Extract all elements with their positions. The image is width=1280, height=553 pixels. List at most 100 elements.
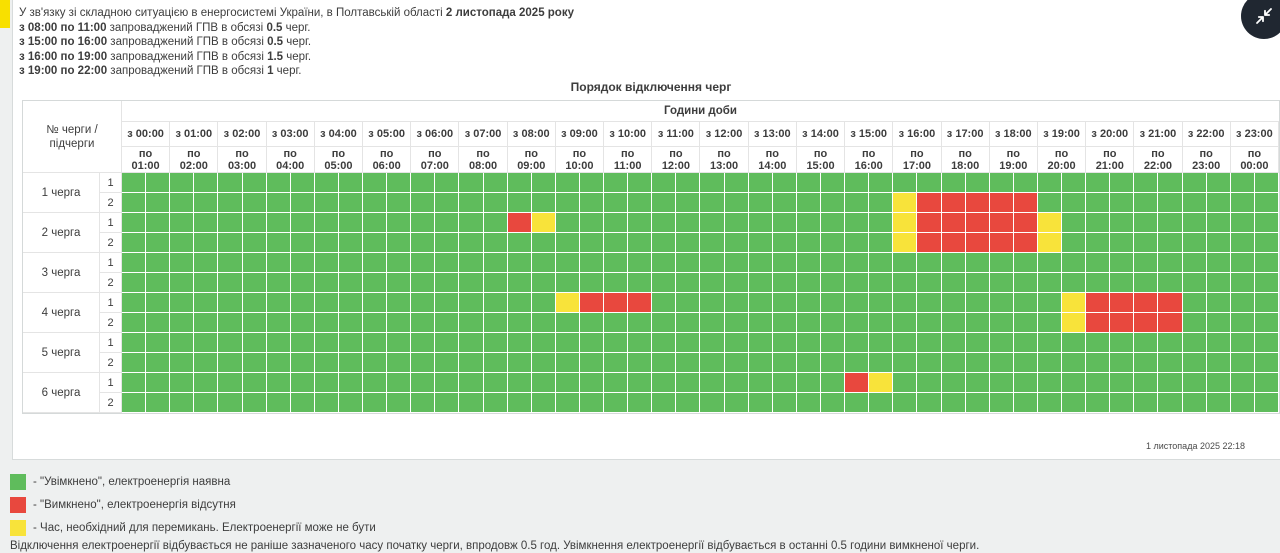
schedule-cell	[411, 373, 436, 393]
schedule-cell	[917, 313, 942, 333]
schedule-cell	[1254, 293, 1279, 313]
schedule-cell	[917, 193, 942, 213]
hour-from-cell: з 00:00	[122, 122, 171, 147]
schedule-cell	[1206, 253, 1231, 273]
subqueue-cell: 1	[100, 293, 122, 313]
schedule-cell	[724, 213, 749, 233]
schedule-cell	[1206, 293, 1231, 313]
schedule-cell	[507, 293, 532, 313]
hour-from-cell: з 18:00	[989, 122, 1038, 147]
schedule-cell	[700, 193, 725, 213]
schedule-cell	[796, 193, 822, 213]
schedule-cell	[507, 373, 532, 393]
schedule-cell	[242, 393, 267, 413]
schedule-cell	[1158, 273, 1183, 293]
schedule-cell	[1206, 173, 1231, 193]
schedule-cell	[941, 393, 966, 413]
hour-to-cell: по 16:00	[845, 147, 894, 173]
schedule-cell	[941, 173, 966, 193]
schedule-cell	[314, 233, 339, 253]
schedule-cell	[845, 393, 870, 413]
schedule-cell	[314, 293, 339, 313]
info-line: з 08:00 по 11:00 запроваджений ГПВ в обс…	[19, 21, 311, 34]
schedule-cell	[748, 393, 773, 413]
schedule-cell	[869, 233, 894, 253]
schedule-cell	[796, 273, 822, 293]
schedule-cell	[266, 213, 291, 233]
schedule-cell	[772, 293, 797, 313]
schedule-cell	[796, 173, 822, 193]
schedule-cell	[1110, 173, 1135, 193]
hour-from-cell: з 09:00	[555, 122, 605, 147]
schedule-cell	[242, 313, 267, 333]
schedule-cell	[218, 373, 243, 393]
schedule-cell	[146, 253, 171, 273]
schedule-cell	[1206, 273, 1231, 293]
schedule-cell	[507, 233, 532, 253]
schedule-cell	[772, 373, 797, 393]
schedule-cell	[989, 393, 1014, 413]
schedule-cell	[893, 333, 918, 353]
schedule-cell	[893, 393, 918, 413]
schedule-cell	[146, 373, 171, 393]
schedule-cell	[772, 313, 797, 333]
schedule-cell	[363, 213, 388, 233]
schedule-cell	[652, 273, 677, 293]
schedule-cell	[146, 173, 171, 193]
schedule-cell	[1230, 293, 1255, 313]
schedule-cell	[194, 253, 219, 273]
subqueue-cell: 2	[100, 353, 122, 373]
schedule-cell	[338, 313, 364, 333]
schedule-cell	[290, 313, 315, 333]
schedule-cell	[1086, 393, 1111, 413]
schedule-cell	[122, 253, 147, 273]
schedule-cell	[724, 173, 749, 193]
schedule-cell	[1134, 253, 1159, 273]
schedule-cell	[555, 253, 580, 273]
schedule-cell	[363, 333, 388, 353]
schedule-cell	[483, 253, 508, 273]
schedule-cell	[845, 353, 870, 373]
schedule-cell	[1182, 353, 1207, 373]
schedule-cell	[483, 393, 508, 413]
schedule-cell	[459, 373, 484, 393]
schedule-cell	[1062, 393, 1087, 413]
schedule-cell	[1013, 213, 1038, 233]
hour-from-cell: з 03:00	[266, 122, 315, 147]
schedule-cell	[1110, 273, 1135, 293]
schedule-cell	[314, 273, 339, 293]
schedule-cell	[1037, 293, 1063, 313]
schedule-cell	[965, 333, 990, 353]
schedule-cell	[941, 273, 966, 293]
schedule-cell	[724, 293, 749, 313]
collapse-button[interactable]	[1241, 0, 1280, 39]
queue-label-cell: 5 черга	[23, 333, 100, 373]
generated-timestamp: 1 листопада 2025 22:18	[1146, 441, 1245, 451]
schedule-cell	[917, 333, 942, 353]
schedule-cell	[363, 393, 388, 413]
schedule-cell	[314, 173, 339, 193]
hour-to-cell: по 18:00	[941, 147, 990, 173]
schedule-cell	[869, 373, 894, 393]
schedule-cell	[411, 353, 436, 373]
schedule-cell	[1037, 173, 1063, 193]
schedule-cell	[748, 193, 773, 213]
schedule-cell	[363, 233, 388, 253]
schedule-cell	[917, 353, 942, 373]
schedule-cell	[555, 333, 580, 353]
schedule-cell	[845, 253, 870, 273]
schedule-cell	[1062, 333, 1087, 353]
schedule-cell	[652, 333, 677, 353]
schedule-cell	[869, 173, 894, 193]
schedule-cell	[821, 293, 846, 313]
schedule-cell	[1037, 193, 1063, 213]
schedule-cell	[1182, 313, 1207, 333]
schedule-cell	[700, 353, 725, 373]
schedule-cell	[579, 393, 605, 413]
schedule-cell	[242, 293, 267, 313]
queue-label-cell: 3 черга	[23, 253, 100, 293]
schedule-cell	[314, 373, 339, 393]
schedule-cell	[1037, 373, 1063, 393]
hour-from-cell: з 14:00	[796, 122, 846, 147]
schedule-cell	[170, 273, 195, 293]
